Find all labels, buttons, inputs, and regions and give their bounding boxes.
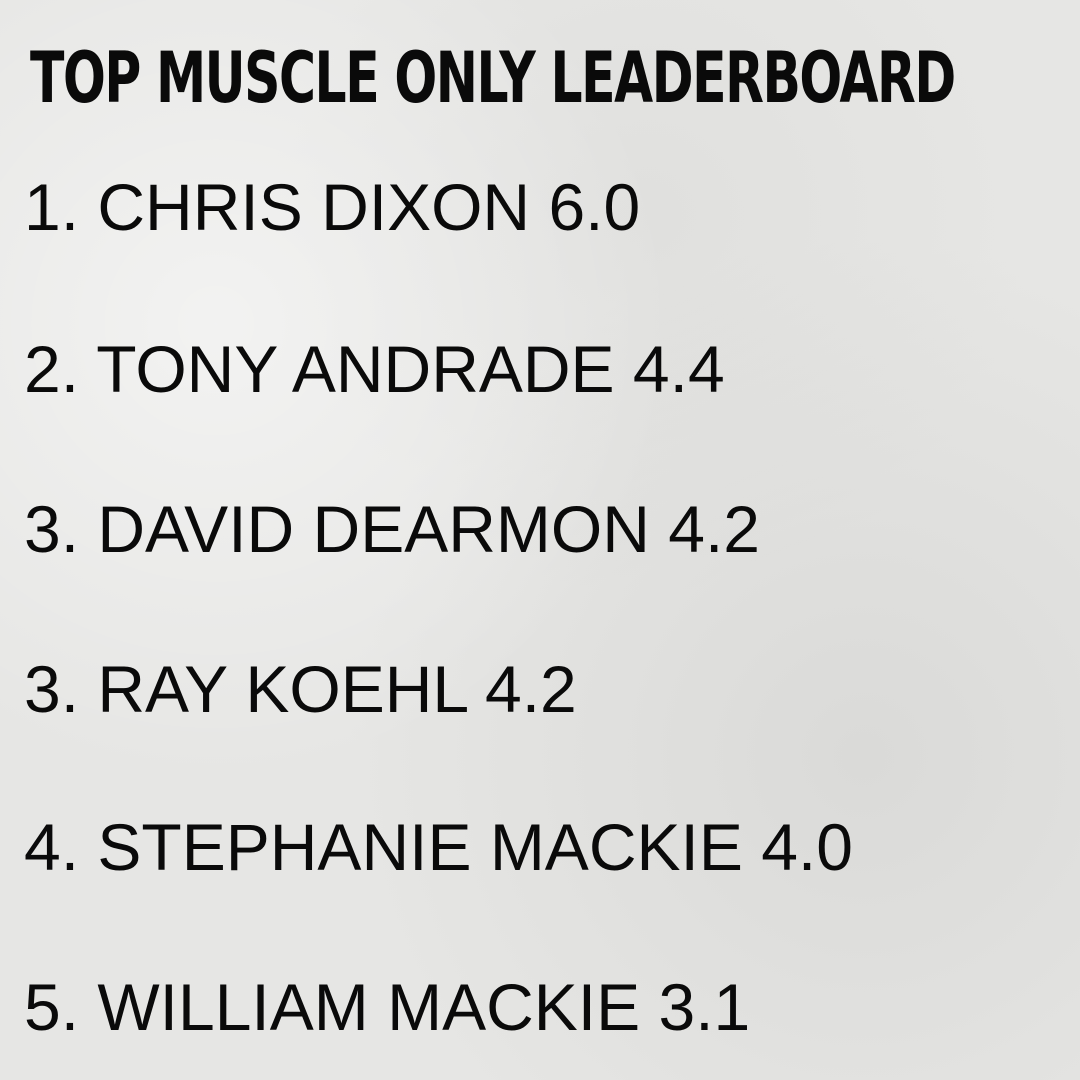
leaderboard-entry: 3. DAVID DEARMON 4.2 (24, 494, 760, 564)
rank: 5. (24, 970, 80, 1044)
leaderboard-entry: 1. CHRIS DIXON 6.0 (24, 172, 640, 242)
athlete-name: WILLIAM MACKIE (97, 970, 641, 1044)
athlete-name: RAY KOEHL (97, 652, 467, 726)
score: 6.0 (548, 170, 641, 244)
leaderboard-entry: 5. WILLIAM MACKIE 3.1 (24, 972, 750, 1042)
score: 4.0 (761, 810, 853, 884)
rank: 3. (24, 492, 80, 566)
rank: 3. (24, 652, 80, 726)
score: 4.2 (485, 652, 577, 726)
athlete-name: CHRIS DIXON (97, 170, 531, 244)
score: 4.4 (632, 332, 725, 406)
athlete-name: STEPHANIE MACKIE (97, 810, 743, 884)
leaderboard-entry: 2. TONY ANDRADE 4.4 (24, 334, 725, 404)
score: 4.2 (668, 492, 760, 566)
leaderboard-entry: 4. STEPHANIE MACKIE 4.0 (24, 812, 853, 882)
rank: 4. (24, 810, 80, 884)
rank: 1. (24, 170, 80, 244)
score: 3.1 (658, 970, 751, 1044)
rank: 2. (24, 332, 80, 406)
leaderboard-entry: 3. RAY KOEHL 4.2 (24, 654, 577, 724)
athlete-name: TONY ANDRADE (96, 332, 615, 406)
leaderboard-title: TOP MUSCLE ONLY LEADERBOARD (30, 37, 956, 119)
athlete-name: DAVID DEARMON (97, 492, 650, 566)
